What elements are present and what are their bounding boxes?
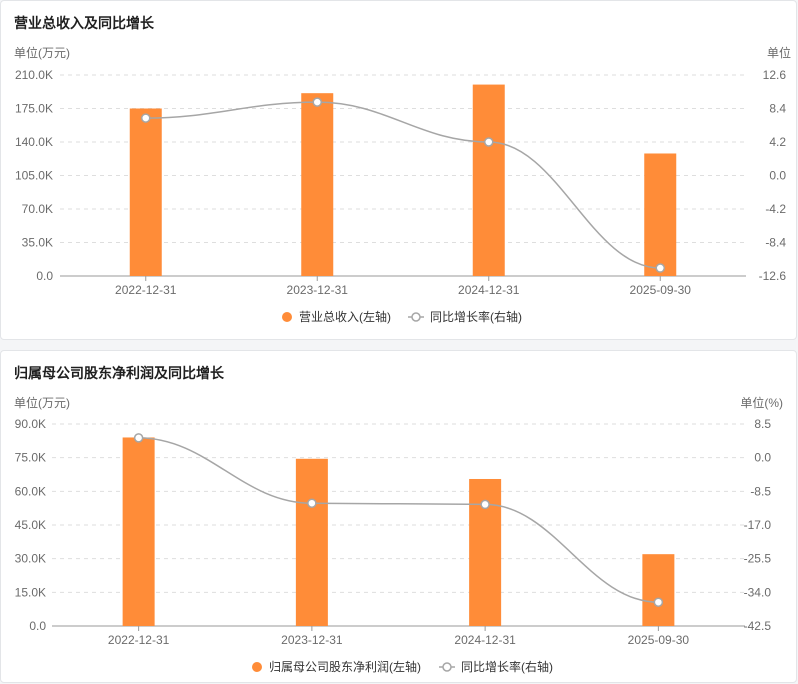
growth-rate-point (312, 97, 322, 107)
right-tick-label: 12.6 (763, 68, 787, 82)
left-tick-label: 60.0K (15, 484, 46, 498)
bar (642, 554, 675, 626)
right-tick-label: -17.0 (744, 518, 772, 532)
right-tick-label: 8.5 (754, 417, 771, 431)
chart-title: 归属母公司股东净利润及同比增长 (14, 365, 224, 381)
left-tick-label: 30.0K (15, 552, 46, 566)
legend-line-label: 同比增长率(右轴) (430, 309, 522, 324)
right-axis-unit: 单位(%) (740, 395, 783, 410)
legend-bar-label: 营业总收入(左轴) (299, 309, 391, 324)
right-tick-label: -8.5 (750, 484, 771, 498)
growth-rate-line (138, 437, 659, 603)
legend-line-marker (411, 312, 421, 322)
legend-line-marker (442, 662, 452, 672)
left-tick-label: 0.0 (36, 269, 53, 283)
left-tick-label: 75.0K (15, 451, 46, 465)
growth-rate-point (141, 113, 151, 123)
right-tick-label: -34.0 (744, 585, 772, 599)
growth-rate-point (133, 433, 144, 443)
right-tick-label: 8.4 (769, 102, 786, 116)
left-axis-unit: 单位(万元) (14, 395, 70, 410)
left-tick-label: 45.0K (15, 518, 46, 532)
x-tick-label: 2025-09-30 (630, 283, 692, 297)
left-tick-label: 70.0K (22, 202, 53, 216)
x-tick-label: 2022-12-31 (108, 633, 170, 647)
legend-bar-marker (252, 662, 262, 672)
growth-rate-point (307, 498, 317, 508)
x-tick-label: 2024-12-31 (454, 633, 516, 647)
left-tick-label: 15.0K (15, 585, 46, 599)
growth-rate-line (145, 101, 661, 269)
legend-bar-marker (282, 312, 292, 322)
bar (129, 108, 162, 276)
revenue-chart-panel: 营业总收入及同比增长 单位(万元) 单位 210.0K 12.6 175.0K 8.4 14… (0, 0, 797, 340)
left-tick-label: 0.0 (29, 619, 46, 633)
growth-rate-point (653, 597, 664, 607)
left-tick-label: 90.0K (15, 417, 46, 431)
right-tick-label: -12.6 (759, 269, 787, 283)
right-axis-unit: 单位 (767, 45, 791, 60)
chart-title: 营业总收入及同比增长 (14, 15, 154, 31)
bar (472, 84, 505, 276)
left-tick-label: 210.0K (15, 68, 53, 82)
legend-bar-label: 归属母公司股东净利润(左轴) (269, 659, 421, 674)
right-tick-label: -4.2 (765, 202, 786, 216)
revenue-chart-svg: 单位(万元) 单位 210.0K 12.6 175.0K 8.4 140.0K 4.2 105.… (14, 45, 791, 324)
right-tick-label: 0.0 (754, 451, 771, 465)
x-tick-label: 2022-12-31 (115, 283, 177, 297)
left-tick-label: 140.0K (15, 135, 53, 149)
right-tick-label: -42.5 (744, 619, 772, 633)
x-tick-label: 2024-12-31 (458, 283, 520, 297)
x-tick-label: 2025-09-30 (628, 633, 690, 647)
left-tick-label: 105.0K (15, 169, 53, 183)
net-profit-chart-svg: 单位(万元) 单位(%) 90.0K 8.5 75.0K 0.0 60.0K -8.5 45.0… (14, 395, 783, 674)
left-axis-unit: 单位(万元) (14, 45, 70, 60)
x-tick-label: 2023-12-31 (281, 633, 343, 647)
growth-rate-point (480, 499, 490, 510)
bar (301, 93, 334, 276)
right-tick-label: 4.2 (769, 135, 786, 149)
growth-rate-point (484, 137, 494, 147)
growth-rate-point (655, 263, 665, 273)
net-profit-chart-panel: 归属母公司股东净利润及同比增长 单位(万元) 单位(%) 90.0K 8.5 75.0K… (0, 350, 797, 683)
bar (122, 437, 155, 626)
right-tick-label: -8.4 (765, 236, 786, 250)
right-tick-label: 0.0 (769, 169, 786, 183)
bar (295, 458, 328, 626)
legend-line-label: 同比增长率(右轴) (461, 659, 553, 674)
bar (644, 153, 677, 276)
left-tick-label: 175.0K (15, 102, 53, 116)
x-tick-label: 2023-12-31 (287, 283, 349, 297)
left-tick-label: 35.0K (22, 236, 53, 250)
right-tick-label: -25.5 (744, 552, 772, 566)
